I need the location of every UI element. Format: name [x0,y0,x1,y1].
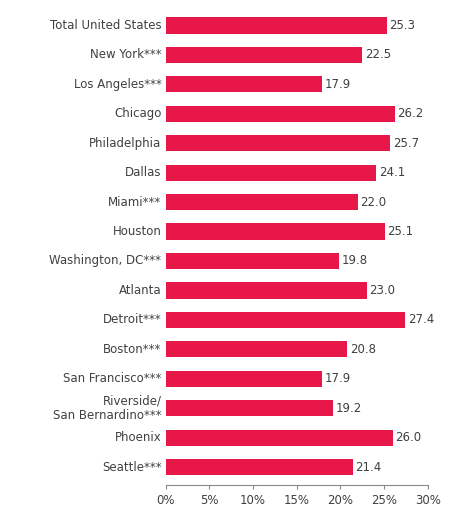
Bar [165,282,366,299]
Text: 22.5: 22.5 [364,48,390,61]
Bar [165,430,392,446]
Text: 21.4: 21.4 [354,461,381,474]
Text: 25.3: 25.3 [388,19,414,32]
Text: 26.0: 26.0 [395,431,420,444]
Bar [165,106,394,122]
Text: 24.1: 24.1 [378,166,404,179]
Text: 23.0: 23.0 [369,284,394,297]
Text: 26.2: 26.2 [397,107,423,121]
Text: 19.8: 19.8 [341,255,367,267]
Bar [165,312,404,328]
Bar [165,47,362,63]
Bar [165,17,386,34]
Bar [165,77,321,92]
Text: 25.1: 25.1 [387,225,413,238]
Text: 19.2: 19.2 [336,402,362,414]
Bar [165,341,347,357]
Bar [165,223,384,239]
Bar [165,459,352,475]
Text: 17.9: 17.9 [324,372,350,385]
Text: 25.7: 25.7 [392,137,418,150]
Bar [165,135,389,151]
Bar [165,165,375,181]
Text: 22.0: 22.0 [360,195,386,209]
Bar [165,253,338,269]
Bar [165,400,333,416]
Bar [165,194,357,210]
Text: 17.9: 17.9 [324,78,350,91]
Text: 20.8: 20.8 [349,343,375,356]
Bar [165,370,321,387]
Text: 27.4: 27.4 [407,313,433,326]
